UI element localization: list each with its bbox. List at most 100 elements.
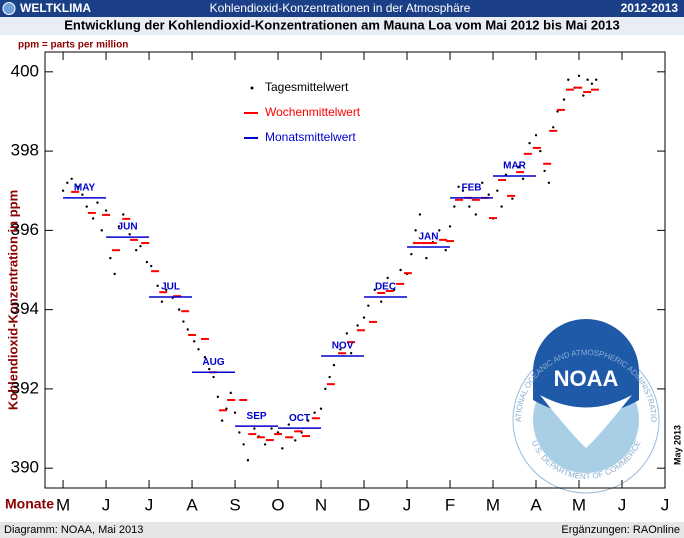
logo-ring-top: NATIONAL OCEANIC AND ATMOSPHERIC ADMINIS… [0, 0, 658, 422]
header-center: Kohlendioxid-Konzentrationen in der Atmo… [210, 1, 471, 15]
daily-point [444, 248, 447, 252]
daily-point [339, 348, 342, 351]
globe-icon [2, 2, 16, 15]
daily-point [117, 225, 121, 228]
daily-point [246, 459, 250, 462]
daily-point [511, 197, 514, 200]
daily-point [399, 268, 402, 272]
daily-point [104, 209, 108, 212]
daily-point [81, 193, 84, 196]
daily-point [212, 375, 215, 379]
daily-point [496, 189, 499, 192]
legend-label: Tagesmittelwert [265, 80, 349, 94]
daily-point [177, 308, 181, 311]
y-tick-label: 400 [11, 61, 39, 80]
daily-point [61, 189, 65, 192]
daily-point [139, 245, 142, 248]
footer-bar [0, 522, 684, 538]
logo-ring-top-path: NATIONAL OCEANIC AND ATMOSPHERIC ADMINIS… [0, 0, 658, 422]
daily-point [229, 391, 232, 395]
daily-point [270, 427, 273, 430]
daily-point [220, 419, 224, 422]
daily-point [547, 181, 551, 184]
daily-point [100, 229, 103, 232]
plot-frame [44, 51, 666, 489]
x-tick-label: M [56, 495, 70, 514]
daily-point [577, 74, 581, 77]
daily-point [160, 300, 164, 303]
daily-point [128, 233, 131, 236]
daily-point [362, 316, 366, 319]
daily-point [156, 284, 159, 288]
month-label: DEC [375, 282, 396, 293]
daily-point [386, 276, 389, 280]
month-label: AUG [202, 357, 224, 368]
daily-point [487, 193, 490, 196]
daily-point [197, 348, 200, 351]
month-label: OCT [289, 413, 310, 424]
footer-right: Ergänzungen: RAOnline [561, 524, 680, 536]
daily-point [453, 205, 456, 208]
daily-point [306, 419, 310, 422]
daily-point [324, 387, 327, 391]
daily-point [70, 177, 73, 181]
daily-point [203, 356, 207, 359]
daily-point [233, 411, 237, 414]
daily-point [208, 367, 211, 371]
footer-left: Diagramm: NOAA, Mai 2013 [4, 524, 143, 536]
month-label: MAY [74, 183, 96, 194]
logo-name: NOAA [554, 366, 619, 391]
daily-point [552, 126, 555, 129]
daily-point [367, 304, 370, 307]
daily-point [96, 201, 99, 204]
x-tick-label: J [618, 495, 627, 514]
header-right: 2012-2013 [621, 1, 679, 15]
daily-point [543, 169, 546, 173]
x-tick-label: S [229, 495, 240, 514]
x-tick-label: A [530, 495, 542, 514]
daily-point [186, 328, 189, 331]
daily-point [410, 252, 413, 256]
daily-point [380, 300, 383, 303]
daily-point [345, 332, 349, 335]
y-tick-label: 398 [11, 141, 39, 160]
y-axis-label: Kohlendioxid-Konzentration in ppm [5, 190, 20, 410]
daily-point [122, 213, 125, 216]
note: May 2013 [672, 425, 682, 465]
daily-point [109, 256, 112, 260]
daily-point [457, 185, 460, 188]
x-tick-label: J [661, 495, 670, 514]
month-label: FEB [462, 183, 482, 194]
chart-title: Entwicklung der Kohlendioxid-Konzentrati… [64, 17, 620, 32]
month-label: JUN [118, 222, 138, 233]
daily-point [448, 225, 452, 228]
daily-point [356, 324, 359, 327]
daily-point [66, 181, 69, 184]
daily-point [238, 431, 241, 434]
daily-point [373, 288, 376, 292]
x-tick-label: O [271, 495, 284, 514]
daily-point [582, 94, 585, 97]
x-tick-label: A [186, 495, 198, 514]
logo-sky [533, 319, 639, 415]
daily-point [528, 141, 531, 145]
x-tick-label: M [572, 495, 586, 514]
x-tick-label: J [102, 495, 111, 514]
daily-point [517, 165, 521, 169]
daily-point [91, 217, 95, 220]
daily-point [281, 447, 284, 450]
y-tick-label: 390 [11, 458, 39, 477]
daily-point [242, 443, 245, 446]
daily-point [253, 427, 256, 430]
y-tick-label: 396 [11, 220, 39, 239]
daily-point [349, 352, 353, 355]
daily-point [76, 185, 80, 188]
month-label: JAN [419, 232, 439, 243]
month-label: NOV [332, 341, 354, 352]
daily-point [590, 82, 594, 85]
daily-point [414, 229, 417, 232]
daily-point [567, 78, 570, 81]
x-tick-label: D [358, 495, 370, 514]
daily-point [287, 423, 290, 426]
daily-point [539, 149, 542, 153]
